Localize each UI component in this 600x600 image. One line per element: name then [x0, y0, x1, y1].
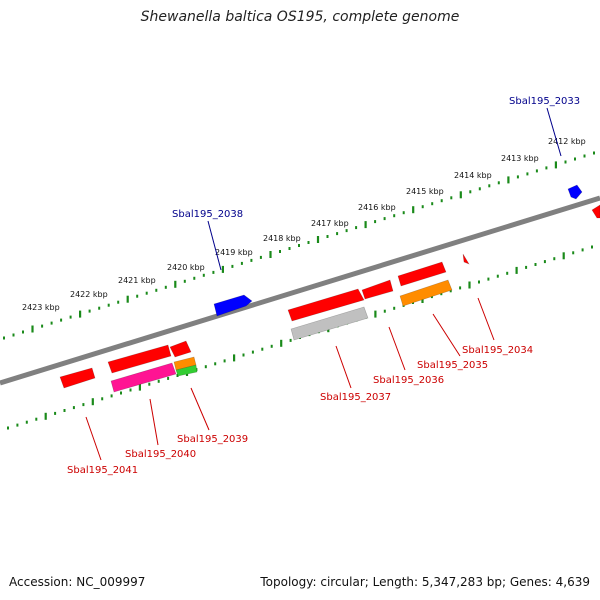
gene-sbal195-2037	[290, 306, 369, 341]
gene-label-leader	[477, 297, 495, 341]
gene-features	[59, 184, 600, 393]
gene-sbal195-2040	[110, 362, 177, 393]
kbp-label: 2421 kbp	[118, 276, 156, 285]
kbp-label: 2420 kbp	[167, 263, 205, 272]
gene-label-leader	[85, 416, 102, 461]
gene-sbal195-2035	[399, 279, 453, 307]
accession-text: Accession: NC_009997	[9, 575, 146, 589]
kbp-label: 2414 kbp	[454, 171, 492, 180]
gene-sbal195-2033	[567, 184, 583, 200]
kbp-label: 2412 kbp	[548, 137, 586, 146]
topology-summary: Topology: circular; Length: 5,347,283 bp…	[260, 575, 590, 589]
gene-label: Sbal195_2040	[125, 449, 196, 460]
gene-sbal195-2040-upper	[107, 344, 172, 374]
gene-label-leader	[207, 220, 222, 271]
gene-red-edge	[591, 204, 600, 219]
gene-sbal195-2039-green	[175, 364, 198, 377]
gene-label-leader	[149, 398, 159, 446]
kbp-label: 2417 kbp	[311, 219, 349, 228]
map-title: Shewanella baltica OS195, complete genom…	[140, 9, 460, 25]
gene-red-3	[397, 261, 447, 287]
kbp-label: 2418 kbp	[263, 234, 301, 243]
gene-label: Sbal195_2036	[373, 375, 444, 386]
gene-label: Sbal195_2041	[67, 465, 138, 476]
gene-label-leader	[335, 345, 352, 389]
gene-sbal195-2036	[361, 279, 394, 300]
gene-sbal195-2037-upper	[287, 288, 365, 322]
gene-label-leader	[388, 326, 406, 371]
kbp-label: 2416 kbp	[358, 203, 396, 212]
gene-label: Sbal195_2038	[172, 209, 243, 220]
kbp-label: 2419 kbp	[215, 248, 253, 257]
gene-label: Sbal195_2035	[417, 360, 488, 371]
gene-label: Sbal195_2033	[509, 96, 580, 107]
gene-label: Sbal195_2039	[177, 434, 248, 445]
kbp-label: 2413 kbp	[501, 154, 539, 163]
genome-backbone	[0, 195, 600, 386]
gene-sbal195-2034	[462, 253, 470, 265]
gene-label-leader	[190, 387, 210, 431]
gene-label: Sbal195_2034	[462, 345, 533, 356]
gene-label-leader	[546, 107, 562, 157]
gene-label-leader	[432, 313, 461, 357]
kbp-label: 2423 kbp	[22, 303, 60, 312]
gene-labels: Sbal195_2033 Sbal195_2038 Sbal195_2034 Sbal…	[67, 96, 580, 476]
gene-sbal195-2041	[59, 367, 96, 389]
gene-sbal195-2038	[213, 294, 253, 317]
gene-label: Sbal195_2037	[320, 392, 391, 403]
gene-red-small	[169, 340, 192, 358]
kbp-label: 2422 kbp	[70, 290, 108, 299]
kbp-labels: 2423 kbp 2422 kbp 2421 kbp 2420 kbp 2419 kbp…	[22, 137, 586, 312]
kbp-label: 2415 kbp	[406, 187, 444, 196]
outer-scale-ticks	[3, 151, 595, 340]
